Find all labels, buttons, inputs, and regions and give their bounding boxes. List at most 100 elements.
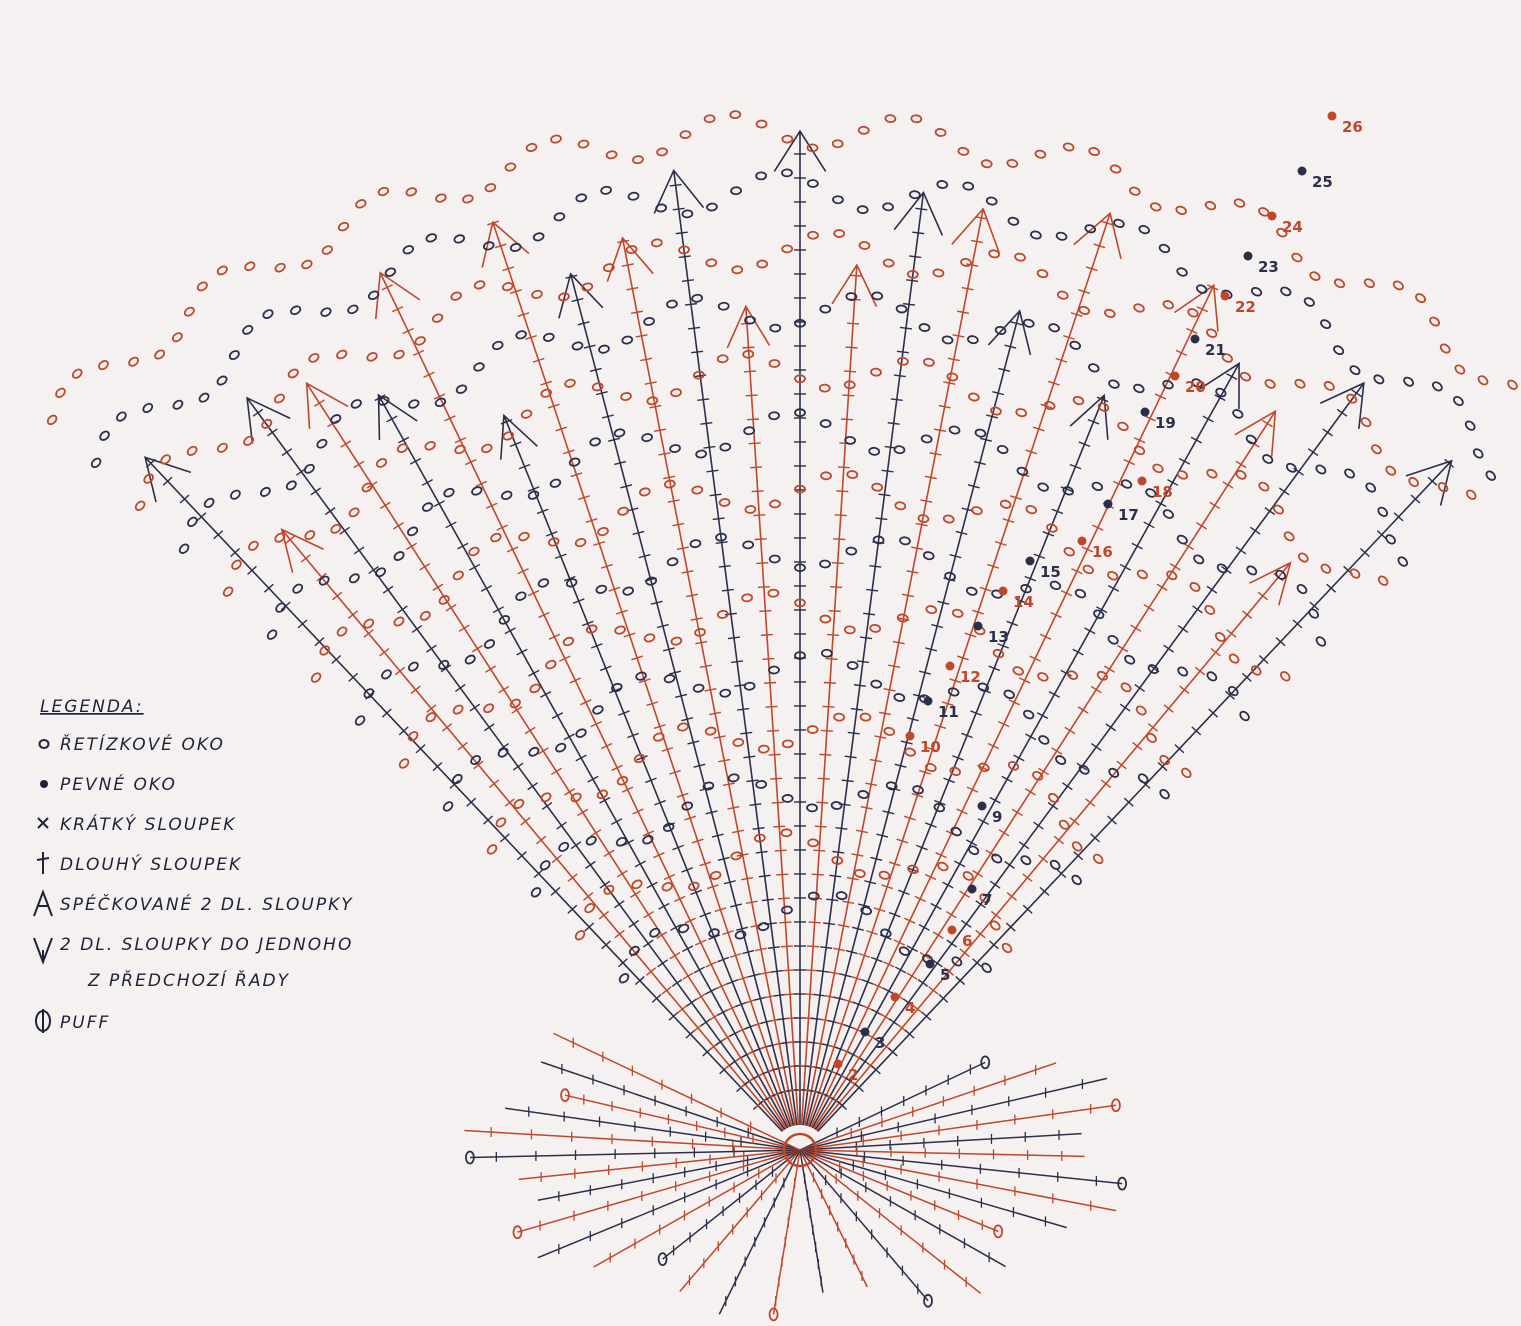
legend-label: ŘETÍZKOVÉ OKO xyxy=(60,733,225,755)
stitch-tick xyxy=(775,850,787,851)
stitch-tick xyxy=(824,683,836,684)
row-number: 3 xyxy=(875,1034,885,1052)
stitch-tick xyxy=(778,898,790,899)
background xyxy=(0,0,1521,1326)
stitch-tick xyxy=(767,730,779,731)
stitch-tick xyxy=(770,778,782,779)
stitch-tick xyxy=(742,347,754,348)
row-start-dot xyxy=(1298,167,1307,176)
row-start-dot xyxy=(1191,335,1200,344)
row-number: 20 xyxy=(1185,378,1206,396)
row-number: 5 xyxy=(940,966,950,984)
legend-label: 2 DL. SLOUPKY DO JEDNOHO xyxy=(60,935,353,955)
row-start-dot xyxy=(946,662,955,671)
stitch-tick xyxy=(832,563,844,564)
stitch-tick xyxy=(761,635,773,636)
row-start-dot xyxy=(999,587,1008,596)
stitch-tick xyxy=(779,922,791,923)
stitch-tick xyxy=(764,683,776,684)
stitch-tick xyxy=(750,467,762,468)
stitch-tick xyxy=(756,563,768,564)
stitch-tick xyxy=(753,515,765,516)
row-start-dot xyxy=(1221,292,1230,301)
row-number: 19 xyxy=(1155,414,1176,432)
stitch-tick xyxy=(835,515,847,516)
stitch-tick xyxy=(826,659,838,660)
legend-label: PUFF xyxy=(60,1013,110,1033)
row-start-dot xyxy=(1268,212,1277,221)
legend-label: DLOUHÝ SLOUPEK xyxy=(60,853,242,875)
stitch-tick xyxy=(838,467,850,468)
row-number: 11 xyxy=(938,703,959,721)
stitch-tick xyxy=(806,970,818,971)
stitch-tick xyxy=(844,371,856,372)
stitch-tick xyxy=(746,395,758,396)
stitch-tick xyxy=(842,395,854,396)
row-start-dot xyxy=(968,885,977,894)
stitch-tick xyxy=(816,802,828,803)
stitch-tick xyxy=(818,778,830,779)
stitch-tick xyxy=(836,491,848,492)
row-start-dot xyxy=(1244,252,1253,261)
row-start-dot xyxy=(1141,408,1150,417)
row-number: 26 xyxy=(1342,118,1363,136)
stitch-tick xyxy=(749,443,761,444)
legend-label: SPÉČKOVANÉ 2 DL. SLOUPKY xyxy=(60,893,354,915)
stitch-tick xyxy=(781,946,793,947)
row-number: 6 xyxy=(962,932,972,950)
row-number: 25 xyxy=(1312,173,1333,191)
row-number: 23 xyxy=(1258,258,1279,276)
legend-label: KRÁTKÝ SLOUPEK xyxy=(60,813,236,835)
stitch-tick xyxy=(830,587,842,588)
stitch-tick xyxy=(807,946,819,947)
row-number: 24 xyxy=(1282,218,1303,236)
row-start-dot xyxy=(834,1060,843,1069)
row-start-dot xyxy=(924,697,933,706)
stitch-tick xyxy=(773,826,785,827)
stitch-tick xyxy=(759,611,771,612)
stitch-tick xyxy=(850,275,862,276)
row-number: 9 xyxy=(992,808,1002,826)
row-start-dot xyxy=(1104,500,1113,509)
row-number: 13 xyxy=(988,628,1009,646)
row-start-dot xyxy=(948,926,957,935)
row-number: 18 xyxy=(1152,483,1173,501)
stitch-tick xyxy=(752,491,764,492)
legend-label: PEVNÉ OKO xyxy=(60,773,177,795)
stitch-tick xyxy=(758,587,770,588)
stitch-tick xyxy=(827,635,839,636)
row-number: 16 xyxy=(1092,543,1113,561)
row-number: 22 xyxy=(1235,298,1256,316)
row-start-dot xyxy=(1026,557,1035,566)
stitch-tick xyxy=(821,730,833,731)
row-start-dot xyxy=(974,622,983,631)
row-start-dot xyxy=(926,960,935,969)
row-number: 7 xyxy=(982,891,992,909)
stitch-tick xyxy=(847,323,859,324)
legend-label: Z PŘEDCHOZÍ ŘADY xyxy=(87,969,290,991)
legend-title: LEGENDA: xyxy=(40,697,144,717)
stitch-tick xyxy=(782,970,794,971)
stitch-tick xyxy=(755,539,767,540)
row-number: 21 xyxy=(1205,341,1226,359)
stitch-tick xyxy=(744,371,756,372)
stitch-tick xyxy=(747,419,759,420)
row-start-dot xyxy=(1078,537,1087,546)
stitch-tick xyxy=(809,922,821,923)
symbol-slip xyxy=(40,780,48,788)
row-start-dot xyxy=(1138,477,1147,486)
row-number: 17 xyxy=(1118,506,1139,524)
stitch-tick xyxy=(813,850,825,851)
stitch-tick xyxy=(776,874,788,875)
stitch-tick xyxy=(769,754,781,755)
crochet-diagram: LEGENDA: ŘETÍZKOVÉ OKO PEVNÉ OKO KRÁTKÝ … xyxy=(0,0,1521,1326)
stitch-tick xyxy=(833,539,845,540)
stitch-tick xyxy=(829,611,841,612)
row-number: 10 xyxy=(920,738,941,756)
stitch-tick xyxy=(772,802,784,803)
row-start-dot xyxy=(906,732,915,741)
stitch-tick xyxy=(766,706,778,707)
row-start-dot xyxy=(1171,372,1180,381)
stitch-tick xyxy=(812,874,824,875)
stitch-tick xyxy=(815,826,827,827)
